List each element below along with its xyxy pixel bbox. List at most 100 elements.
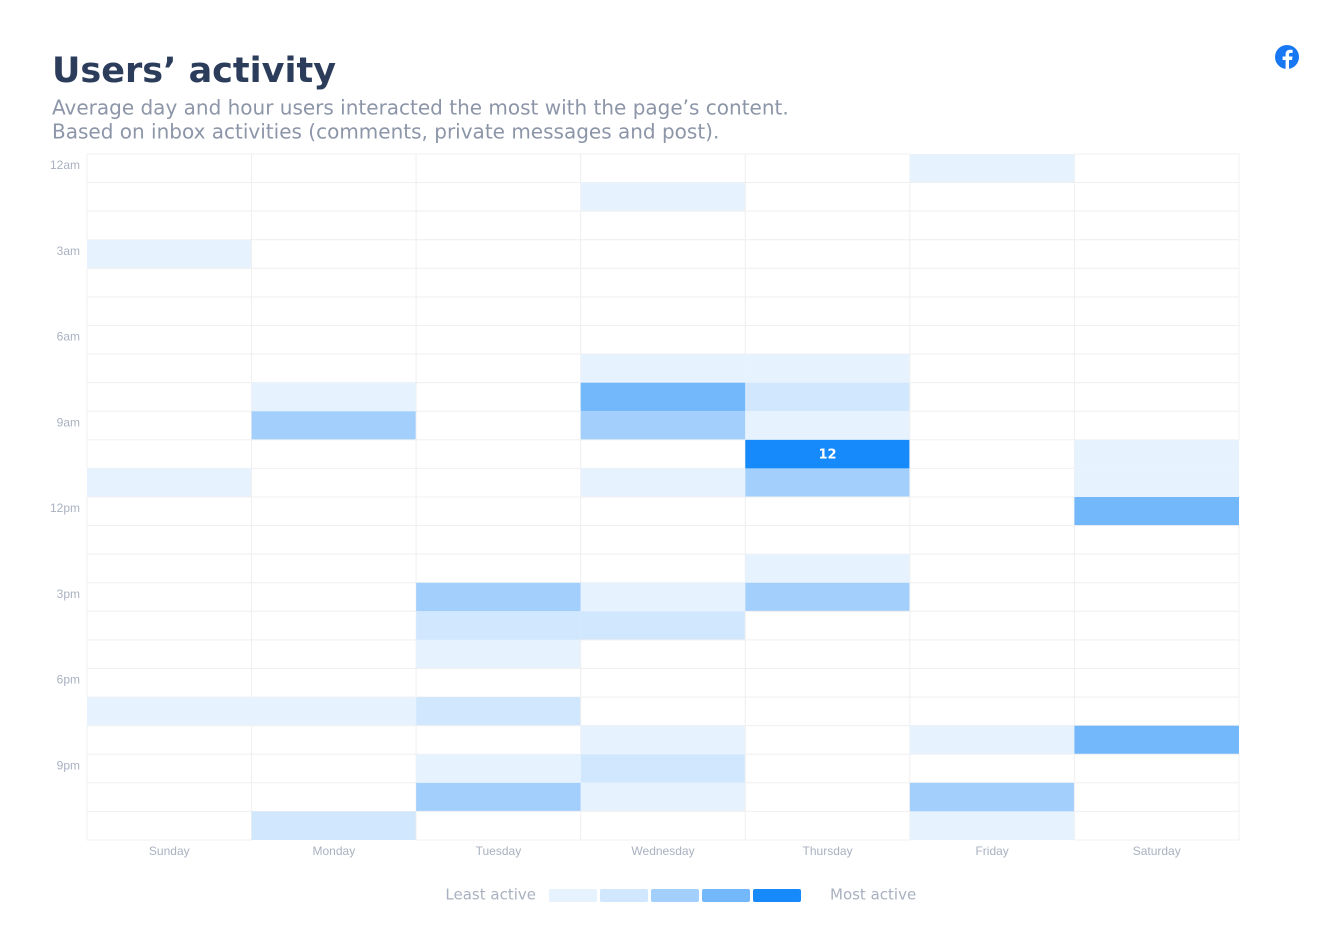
- y-tick-label: 12pm: [50, 501, 80, 515]
- cell: [415, 553, 582, 584]
- cell: [86, 267, 253, 298]
- cell: [416, 754, 581, 783]
- cell: [415, 467, 582, 498]
- cell: [1073, 153, 1240, 184]
- cell: [415, 810, 582, 841]
- cell: [744, 296, 911, 326]
- cell: [909, 696, 1075, 727]
- cell: [909, 410, 1075, 441]
- cell: [251, 439, 417, 469]
- cell: [744, 810, 911, 841]
- cell: [415, 668, 582, 698]
- cell: [415, 182, 582, 212]
- cell: [416, 582, 581, 612]
- cell: [251, 182, 417, 212]
- cell: [909, 525, 1075, 555]
- cell: [415, 725, 582, 755]
- cell: [744, 325, 911, 355]
- cell: [909, 782, 1075, 812]
- cell: [744, 610, 911, 641]
- legend-swatch: [702, 889, 750, 902]
- cell: [909, 668, 1075, 698]
- cell: [415, 439, 582, 469]
- x-tick-label: Thursday: [803, 844, 853, 858]
- cell: [744, 239, 911, 269]
- cell: [251, 697, 417, 726]
- cell: [909, 639, 1075, 670]
- chart-title: Users’ activity: [52, 51, 336, 91]
- cell: [1074, 468, 1239, 497]
- cell: [580, 553, 746, 584]
- cell: [745, 411, 910, 440]
- cell: [909, 811, 1075, 840]
- cell: [744, 210, 911, 241]
- cell: [1073, 782, 1240, 812]
- cell: [87, 697, 252, 726]
- cell: [251, 382, 417, 412]
- cell: [744, 753, 911, 784]
- cell: [251, 668, 417, 698]
- cell: [744, 725, 911, 755]
- cell: [909, 267, 1075, 298]
- cell: [909, 182, 1075, 212]
- cell: [1073, 696, 1240, 727]
- cell: [580, 582, 746, 612]
- cell: [416, 639, 581, 669]
- x-tick-label: Friday: [975, 844, 1008, 858]
- cell: [86, 639, 253, 670]
- cell: [251, 353, 417, 384]
- facebook-icon: [1275, 45, 1299, 69]
- cell: [580, 411, 746, 440]
- cell: [1073, 582, 1240, 612]
- cell: [744, 696, 911, 727]
- cell: [415, 525, 582, 555]
- cell: [251, 267, 417, 298]
- cell: [86, 182, 253, 212]
- cell: [415, 325, 582, 355]
- cell: [251, 582, 417, 612]
- cell: [745, 382, 910, 412]
- cell: [1073, 353, 1240, 384]
- cell: [86, 668, 253, 698]
- cell: [909, 553, 1075, 584]
- cell: [744, 182, 911, 212]
- cell: [744, 782, 911, 812]
- cell: [909, 353, 1075, 384]
- cell: [909, 725, 1075, 755]
- cell: [1073, 267, 1240, 298]
- y-tick-label: 3pm: [57, 587, 80, 601]
- cell: [580, 296, 746, 326]
- cell: [86, 782, 253, 812]
- cell: [86, 210, 253, 241]
- y-tick-label: 6pm: [57, 673, 80, 687]
- x-tick-label: Sunday: [149, 844, 190, 858]
- cell: [86, 582, 253, 612]
- cell: [251, 296, 417, 326]
- cell: [251, 610, 417, 641]
- cell: [86, 353, 253, 384]
- cell: [86, 553, 253, 584]
- cell: [1073, 210, 1240, 241]
- cell: [744, 639, 911, 670]
- cell: [415, 410, 582, 441]
- y-tick-label: 12am: [50, 158, 80, 172]
- cell: [86, 496, 253, 527]
- cell: [1073, 525, 1240, 555]
- cell: [1073, 753, 1240, 784]
- legend-high: Most active: [830, 886, 916, 904]
- cell: [251, 411, 417, 440]
- cell: [415, 353, 582, 384]
- cell: [745, 354, 910, 383]
- cell: [87, 468, 252, 497]
- cell: [415, 382, 582, 412]
- legend-swatch: [651, 889, 699, 902]
- cell: [86, 725, 253, 755]
- cell: [86, 410, 253, 441]
- x-tick-label: Saturday: [1133, 844, 1181, 858]
- cell: [251, 210, 417, 241]
- legend-low: Least active: [445, 886, 536, 904]
- cell: [909, 753, 1075, 784]
- cell: [86, 325, 253, 355]
- cell: [415, 296, 582, 326]
